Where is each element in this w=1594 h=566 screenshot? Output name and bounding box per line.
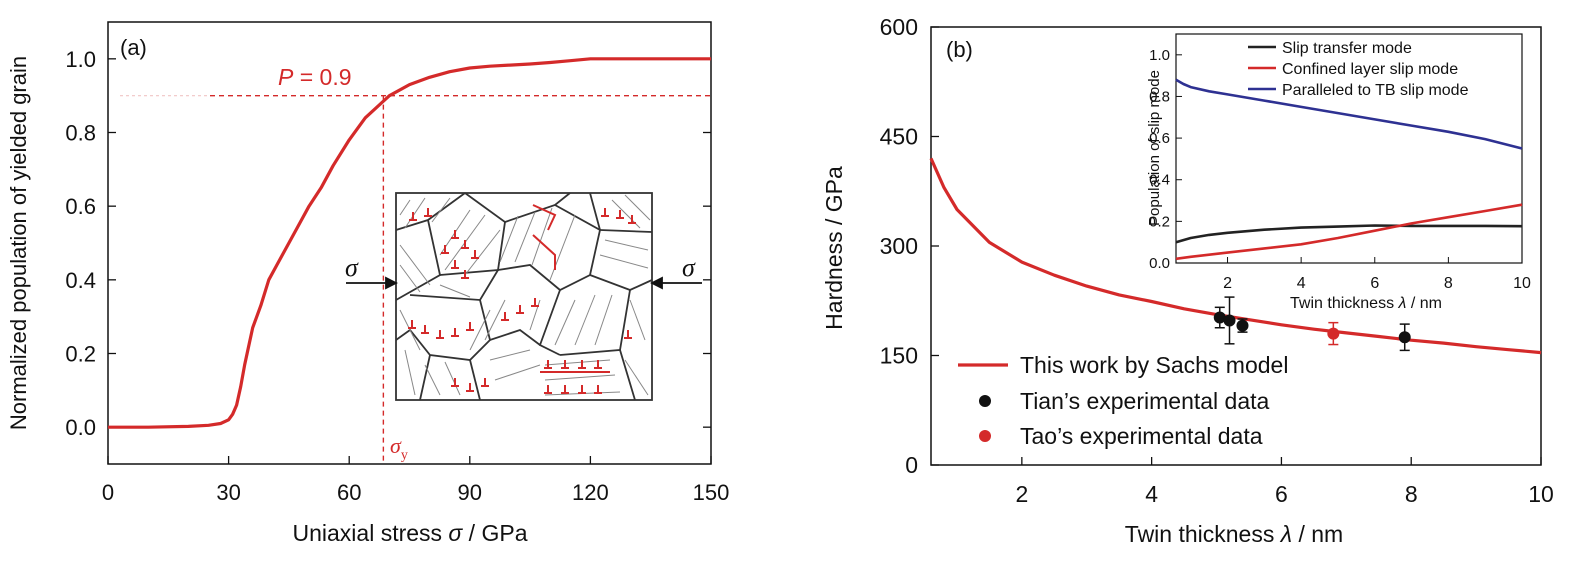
inset-legend-label-confined-layer-slip: Confined layer slip mode bbox=[1282, 61, 1458, 78]
panel-b-x-tick-label: 10 bbox=[1528, 481, 1554, 507]
panel-a-x-tick-label: 150 bbox=[693, 480, 730, 505]
panel-a-x-tick-label: 60 bbox=[337, 480, 361, 505]
dislocation-marks bbox=[408, 204, 636, 394]
panel-b-y-tick-label: 600 bbox=[880, 14, 918, 40]
panel-a: (a) 0 30 60 90 120 150 0.0 0.2 0.4 0.6 0.8 1.0 P = … bbox=[6, 21, 729, 546]
paralleled-to-tb-slip-curve bbox=[1175, 78, 1523, 150]
inset-sigma-right: σ bbox=[682, 253, 696, 282]
panel-b: (b) 2 4 6 8 10 0 150 300 450 600 This work by Sac… bbox=[821, 14, 1554, 547]
panel-a-axes: 0 30 60 90 120 150 0.0 0.2 0.4 0.6 0.8 1.0 bbox=[65, 47, 729, 505]
panel-b-x-tick-label: 6 bbox=[1275, 481, 1288, 507]
panel-a-y-tick-label: 0.6 bbox=[65, 194, 96, 219]
inset-y-tick-label: 0.6 bbox=[1149, 130, 1170, 147]
inset-x-tick-label: 10 bbox=[1513, 275, 1531, 292]
panel-b-x-tick-label: 4 bbox=[1145, 481, 1158, 507]
inset-x-tick-label: 2 bbox=[1223, 275, 1232, 292]
inset-x-axis-label: Twin thickness λ / nm bbox=[1290, 295, 1442, 312]
inset-series bbox=[1175, 78, 1523, 261]
tao-data-point bbox=[1327, 327, 1340, 340]
grain-schematic-inset: σ σ bbox=[345, 192, 702, 401]
legend-marker-tao bbox=[979, 430, 991, 442]
inset-x-tick-label: 6 bbox=[1370, 275, 1379, 292]
panel-a-y-tick-label: 0.0 bbox=[65, 415, 96, 440]
panel-b-y-tick-label: 300 bbox=[880, 233, 918, 259]
inset-y-tick-label: 0.4 bbox=[1149, 172, 1170, 189]
panel-a-sigma-y-label: σy bbox=[390, 433, 408, 463]
panel-b-x-tick-label: 2 bbox=[1015, 481, 1028, 507]
panel-b-legend: This work by Sachs model Tian’s experimen… bbox=[958, 352, 1288, 449]
panel-b-axes: 2 4 6 8 10 0 150 300 450 600 bbox=[880, 14, 1554, 507]
panel-b-y-tick-label: 450 bbox=[880, 124, 918, 150]
tian-data-point bbox=[1398, 331, 1411, 344]
panel-a-y-axis-label: Normalized population of yielded grain bbox=[6, 56, 31, 430]
inset-y-tick-label: 0.8 bbox=[1149, 88, 1170, 105]
confined-layer-slip-curve bbox=[1175, 203, 1523, 261]
inset-legend-label-slip-transfer: Slip transfer mode bbox=[1282, 40, 1412, 57]
inset-axes: 2 4 6 8 10 0.0 0.2 0.4 0.6 0.8 1.0 bbox=[1149, 47, 1531, 292]
panel-b-y-axis-label: Hardness / GPa bbox=[821, 166, 847, 330]
panel-a-x-tick-label: 120 bbox=[572, 480, 609, 505]
legend-label-sachs: This work by Sachs model bbox=[1020, 352, 1288, 378]
slip-transfer-curve bbox=[1175, 224, 1523, 244]
stress-arrows bbox=[346, 276, 702, 290]
panel-a-y-tick-label: 0.4 bbox=[65, 268, 96, 293]
inset-y-tick-label: 1.0 bbox=[1149, 47, 1170, 64]
inset-x-tick-label: 4 bbox=[1297, 275, 1306, 292]
panel-b-label: (b) bbox=[946, 37, 973, 62]
panel-b-series bbox=[929, 157, 1542, 355]
twin-lines bbox=[399, 194, 651, 396]
legend-label-tian: Tian’s experimental data bbox=[1020, 388, 1270, 414]
panel-b-y-tick-label: 150 bbox=[880, 343, 918, 369]
inset-y-tick-label: 0.0 bbox=[1149, 255, 1170, 272]
panel-a-x-axis-label: Uniaxial stress σ / GPa bbox=[292, 520, 527, 546]
inset-y-axis-label: Population of slip mode bbox=[1146, 70, 1163, 226]
panel-b-x-tick-label: 8 bbox=[1405, 481, 1418, 507]
panel-a-x-tick-label: 30 bbox=[216, 480, 240, 505]
tian-data-point bbox=[1236, 319, 1249, 332]
panel-a-plot-frame bbox=[107, 21, 712, 465]
panel-a-y-tick-label: 1.0 bbox=[65, 47, 96, 72]
inset-sigma-left: σ bbox=[345, 253, 359, 282]
legend-label-tao: Tao’s experimental data bbox=[1020, 423, 1263, 449]
panel-a-p-annotation: P = 0.9 bbox=[278, 64, 352, 90]
panel-b-x-axis-label: Twin thickness λ / nm bbox=[1125, 521, 1343, 547]
panel-a-x-tick-label: 0 bbox=[102, 480, 114, 505]
tian-data-point bbox=[1213, 311, 1226, 324]
inset-y-tick-label: 0.2 bbox=[1149, 213, 1170, 230]
panel-a-guides bbox=[120, 94, 711, 464]
slip-mode-inset: 2 4 6 8 10 0.0 0.2 0.4 0.6 0.8 1.0 Slip transfer m… bbox=[1146, 33, 1531, 312]
inset-legend-label-paralleled-to-tb-slip: Paralleled to TB slip mode bbox=[1282, 82, 1469, 99]
tian-data-point bbox=[1223, 314, 1236, 327]
grain-boundaries bbox=[395, 192, 653, 401]
inset-legend: Slip transfer mode Confined layer slip mo… bbox=[1248, 40, 1469, 99]
panel-a-x-tick-label: 90 bbox=[458, 480, 482, 505]
panel-b-y-tick-label: 0 bbox=[905, 452, 918, 478]
panel-a-series bbox=[108, 57, 711, 429]
legend-marker-tian bbox=[979, 395, 991, 407]
panel-a-y-tick-label: 0.2 bbox=[65, 342, 96, 367]
inset-x-tick-label: 8 bbox=[1444, 275, 1453, 292]
panel-a-label: (a) bbox=[120, 35, 147, 60]
yielded-grain-curve bbox=[108, 57, 711, 429]
panel-a-y-tick-label: 0.8 bbox=[65, 121, 96, 146]
